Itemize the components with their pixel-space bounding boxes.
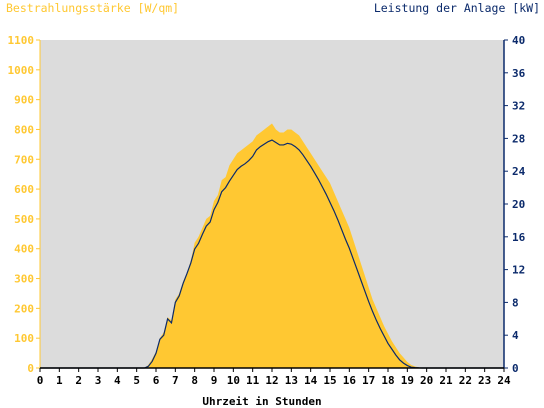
x-tick-label: 18 [381, 374, 394, 387]
left-tick-label: 1000 [8, 64, 35, 77]
left-tick-label: 0 [27, 362, 34, 375]
left-y-ticks: 0 100 200 300 400 500 600 700 800 900 1000 1100 [8, 34, 40, 375]
x-tick-label: 16 [343, 374, 357, 387]
right-tick-label: 32 [512, 100, 525, 113]
x-tick-label: 21 [439, 374, 453, 387]
x-tick-label: 3 [95, 374, 102, 387]
right-tick-label: 28 [512, 132, 525, 145]
left-tick-label: 700 [14, 153, 34, 166]
x-tick-label: 22 [459, 374, 472, 387]
left-tick-label: 600 [14, 183, 34, 196]
left-tick-label: 500 [14, 213, 34, 226]
series-layer [40, 123, 504, 369]
left-tick-label: 800 [14, 123, 34, 136]
x-tick-label: 14 [304, 374, 318, 387]
right-axis-title: Leistung der Anlage [kW] [374, 1, 540, 15]
x-tick-label: 9 [211, 374, 218, 387]
power-line [40, 139, 504, 369]
x-tick-label: 0 [37, 374, 44, 387]
x-tick-label: 7 [172, 374, 179, 387]
x-tick-label: 1 [56, 374, 63, 387]
right-tick-label: 24 [512, 165, 526, 178]
left-tick-label: 900 [14, 94, 34, 107]
irradiance-area [40, 123, 504, 369]
left-axis-title: Bestrahlungsstärke [W/qm] [6, 1, 179, 15]
x-tick-label: 12 [265, 374, 278, 387]
right-tick-label: 40 [512, 34, 525, 47]
left-tick-label: 200 [14, 302, 34, 315]
x-tick-label: 23 [478, 374, 491, 387]
x-tick-label: 24 [497, 374, 511, 387]
left-tick-label: 1100 [8, 34, 35, 47]
x-tick-label: 6 [153, 374, 160, 387]
x-tick-label: 19 [401, 374, 414, 387]
left-tick-label: 100 [14, 332, 34, 345]
x-tick-label: 11 [246, 374, 260, 387]
x-tick-label: 13 [285, 374, 298, 387]
x-tick-label: 4 [114, 374, 121, 387]
left-tick-label: 300 [14, 273, 34, 286]
right-tick-label: 0 [512, 362, 519, 375]
x-tick-label: 10 [227, 374, 240, 387]
right-tick-label: 36 [512, 67, 526, 80]
right-tick-label: 8 [512, 296, 519, 309]
x-ticks: 0 1 2 3 4 5 6 7 8 9 10 11 12 13 14 15 16 17 18 19 20 21 22 23 24 [37, 368, 511, 387]
right-tick-label: 12 [512, 264, 525, 277]
x-tick-label: 20 [420, 374, 433, 387]
x-tick-label: 8 [191, 374, 198, 387]
x-tick-label: 15 [323, 374, 336, 387]
left-tick-label: 400 [14, 243, 34, 256]
right-tick-label: 16 [512, 231, 526, 244]
x-tick-label: 17 [362, 374, 375, 387]
right-y-ticks: 0 4 8 12 16 20 24 28 32 36 40 [504, 34, 526, 375]
right-tick-label: 4 [512, 329, 519, 342]
x-tick-label: 5 [133, 374, 140, 387]
right-tick-label: 20 [512, 198, 525, 211]
x-tick-label: 2 [75, 374, 82, 387]
x-axis-label: Uhrzeit in Stunden [202, 395, 321, 408]
